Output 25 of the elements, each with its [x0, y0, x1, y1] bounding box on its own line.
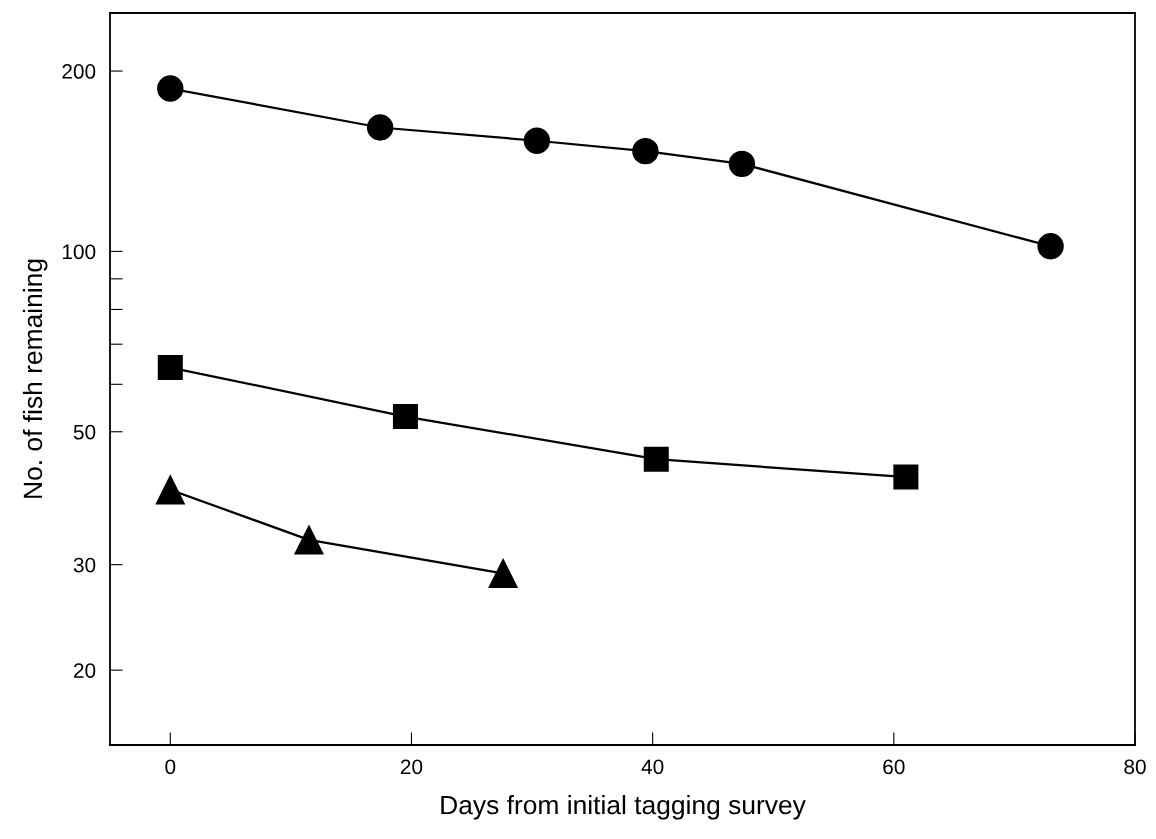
y-axis-title: No. of fish remaining — [22, 259, 48, 498]
point — [294, 525, 324, 555]
point — [632, 137, 659, 165]
point — [643, 446, 669, 472]
point — [893, 464, 919, 490]
point — [157, 75, 184, 102]
x-axis-title: Days from initial tagging survey — [441, 794, 806, 820]
point — [392, 404, 418, 430]
y-tick-label: 30 — [73, 557, 96, 573]
y-tick-label: 200 — [62, 64, 96, 79]
x-tick-label: 60 — [883, 759, 905, 775]
x-tick-label: 40 — [641, 759, 664, 775]
point — [488, 558, 518, 589]
x-tick-label: 80 — [1124, 759, 1146, 775]
point — [523, 127, 551, 154]
y-tick-label: 20 — [73, 663, 96, 678]
point — [728, 150, 756, 178]
point — [155, 475, 185, 505]
y-tick-label: 50 — [73, 424, 96, 440]
point — [157, 355, 183, 381]
point — [366, 114, 394, 141]
x-tick-label: 20 — [400, 759, 423, 775]
point — [1037, 233, 1064, 260]
y-tick-label: 100 — [62, 244, 96, 260]
x-tick-label: 0 — [165, 759, 176, 775]
